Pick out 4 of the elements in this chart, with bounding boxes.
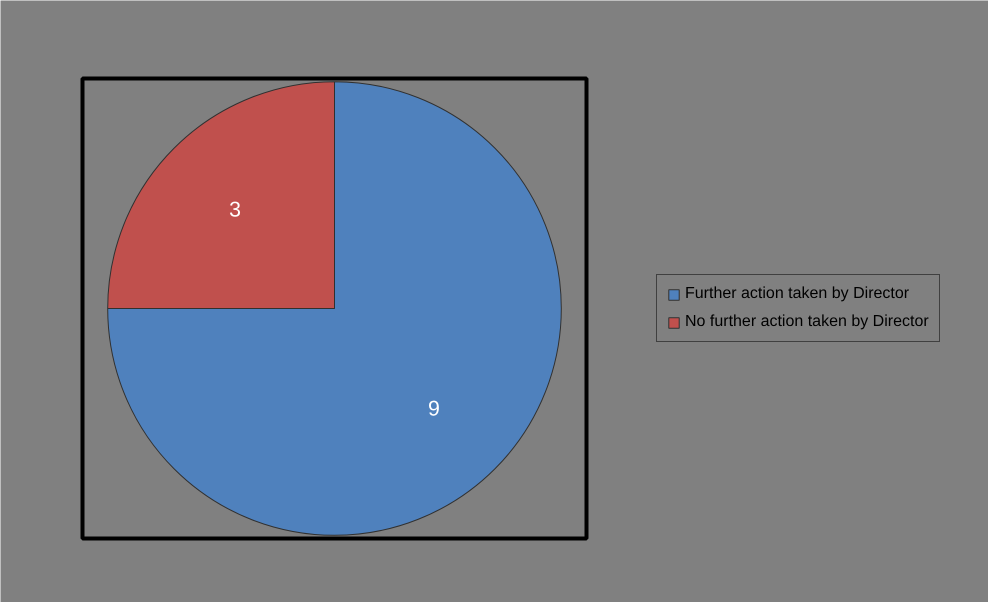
legend-label: Further action taken by Director bbox=[685, 285, 910, 303]
data-label: 9 bbox=[428, 396, 440, 420]
data-label: 3 bbox=[229, 198, 242, 222]
legend-label: No further action taken by Director bbox=[685, 313, 929, 331]
